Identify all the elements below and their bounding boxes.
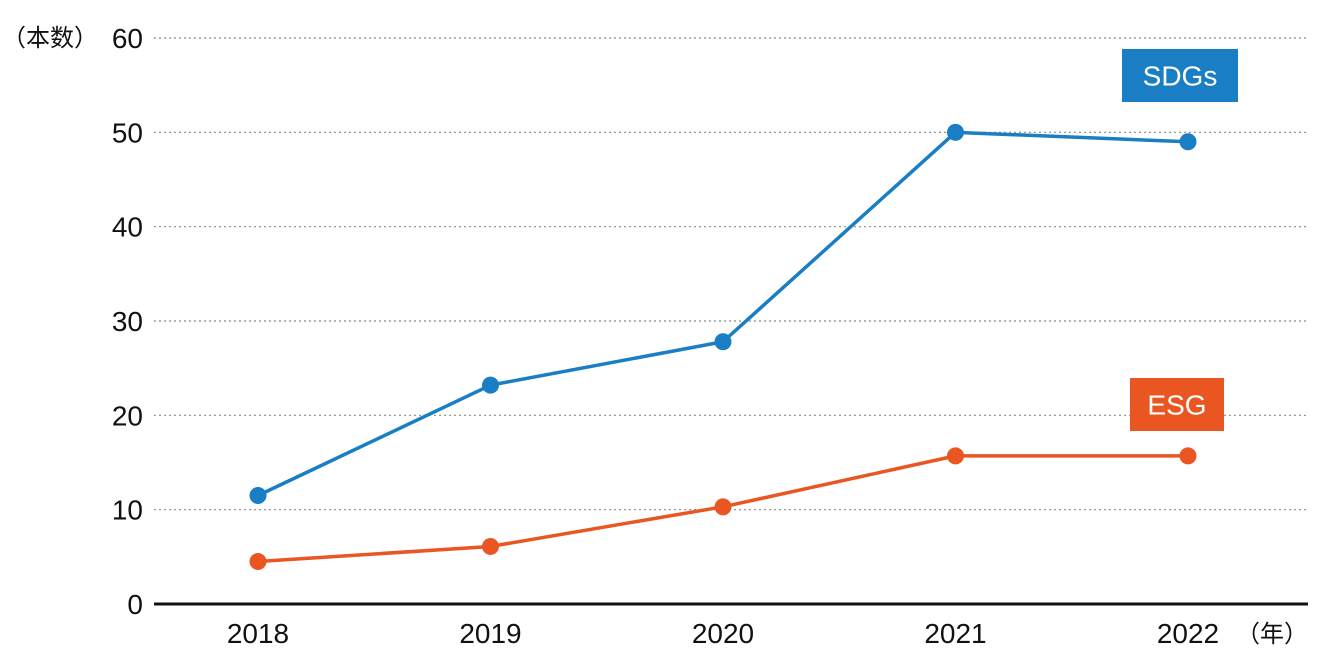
y-tick-labels: 0 10 20 30 40 50 60 xyxy=(112,23,143,620)
x-tick-label-2021: 2021 xyxy=(924,618,986,649)
data-point-esg-2019 xyxy=(482,537,499,555)
data-point-esg-2020 xyxy=(714,498,732,516)
y-tick-label-50: 50 xyxy=(112,117,143,148)
data-point-sdgs-2018 xyxy=(249,487,267,505)
data-point-sdgs-2019 xyxy=(482,376,499,394)
data-point-esg-2021 xyxy=(947,447,964,465)
data-point-sdgs-2022 xyxy=(1179,133,1197,151)
y-tick-label-40: 40 xyxy=(112,212,143,243)
data-point-esg-2018 xyxy=(249,553,267,571)
data-point-sdgs-2021 xyxy=(947,123,964,141)
y-axis-label: （本数） xyxy=(2,24,98,52)
x-tick-labels: 2018 2019 2020 2021 2022 xyxy=(227,618,1219,649)
legend-box-esg xyxy=(1130,378,1224,431)
y-tick-label-30: 30 xyxy=(112,306,143,337)
x-tick-label-2019: 2019 xyxy=(459,618,521,649)
grid-lines xyxy=(154,37,1308,511)
legend: SDGs ESG xyxy=(1122,49,1238,431)
data-point-sdgs-2020 xyxy=(714,333,732,351)
x-axis-label: （年） xyxy=(1236,620,1308,648)
legend-label-sdgs: SDGs xyxy=(1143,61,1218,92)
x-tick-label-2020: 2020 xyxy=(692,618,754,649)
legend-box-sdgs xyxy=(1122,49,1238,102)
data-point-esg-2022 xyxy=(1179,447,1197,465)
series-line-sdgs xyxy=(257,130,1189,498)
legend-label-esg: ESG xyxy=(1147,390,1206,421)
y-tick-label-0: 0 xyxy=(127,589,143,620)
y-tick-label-10: 10 xyxy=(112,495,143,526)
y-tick-label-60: 60 xyxy=(112,23,143,54)
series-group xyxy=(249,123,1197,571)
x-tick-label-2018: 2018 xyxy=(227,618,289,649)
y-tick-label-20: 20 xyxy=(112,400,143,431)
x-tick-label-2022: 2022 xyxy=(1157,618,1219,649)
